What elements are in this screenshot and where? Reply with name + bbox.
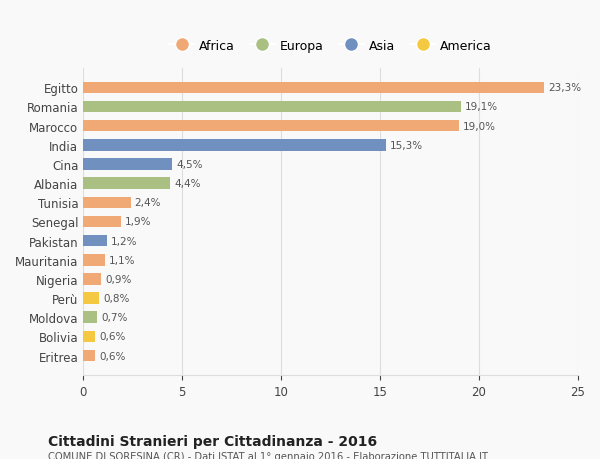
Text: 1,9%: 1,9% bbox=[125, 217, 151, 227]
Text: 23,3%: 23,3% bbox=[548, 83, 581, 93]
Bar bbox=[83, 83, 544, 94]
Text: 0,6%: 0,6% bbox=[99, 332, 125, 341]
Bar bbox=[83, 254, 105, 266]
Text: 2,4%: 2,4% bbox=[134, 198, 161, 208]
Bar bbox=[83, 101, 461, 113]
Bar bbox=[83, 216, 121, 228]
Text: COMUNE DI SORESINA (CR) - Dati ISTAT al 1° gennaio 2016 - Elaborazione TUTTITALI: COMUNE DI SORESINA (CR) - Dati ISTAT al … bbox=[48, 451, 488, 459]
Text: 0,9%: 0,9% bbox=[105, 274, 131, 284]
Bar bbox=[83, 178, 170, 190]
Bar bbox=[83, 293, 99, 304]
Bar bbox=[83, 331, 95, 342]
Text: 0,7%: 0,7% bbox=[101, 313, 127, 323]
Text: 0,8%: 0,8% bbox=[103, 293, 130, 303]
Text: 4,5%: 4,5% bbox=[176, 160, 203, 169]
Bar bbox=[83, 159, 172, 170]
Legend: Africa, Europa, Asia, America: Africa, Europa, Asia, America bbox=[164, 35, 497, 58]
Bar bbox=[83, 121, 459, 132]
Text: 19,0%: 19,0% bbox=[463, 121, 496, 131]
Bar bbox=[83, 197, 131, 208]
Text: 1,2%: 1,2% bbox=[111, 236, 137, 246]
Bar bbox=[83, 235, 107, 247]
Text: 0,6%: 0,6% bbox=[99, 351, 125, 361]
Text: 4,4%: 4,4% bbox=[174, 179, 200, 189]
Bar bbox=[83, 312, 97, 323]
Bar bbox=[83, 350, 95, 362]
Bar bbox=[83, 140, 386, 151]
Bar bbox=[83, 274, 101, 285]
Text: 1,1%: 1,1% bbox=[109, 255, 136, 265]
Text: 15,3%: 15,3% bbox=[390, 140, 423, 151]
Text: 19,1%: 19,1% bbox=[465, 102, 498, 112]
Text: Cittadini Stranieri per Cittadinanza - 2016: Cittadini Stranieri per Cittadinanza - 2… bbox=[48, 434, 377, 448]
